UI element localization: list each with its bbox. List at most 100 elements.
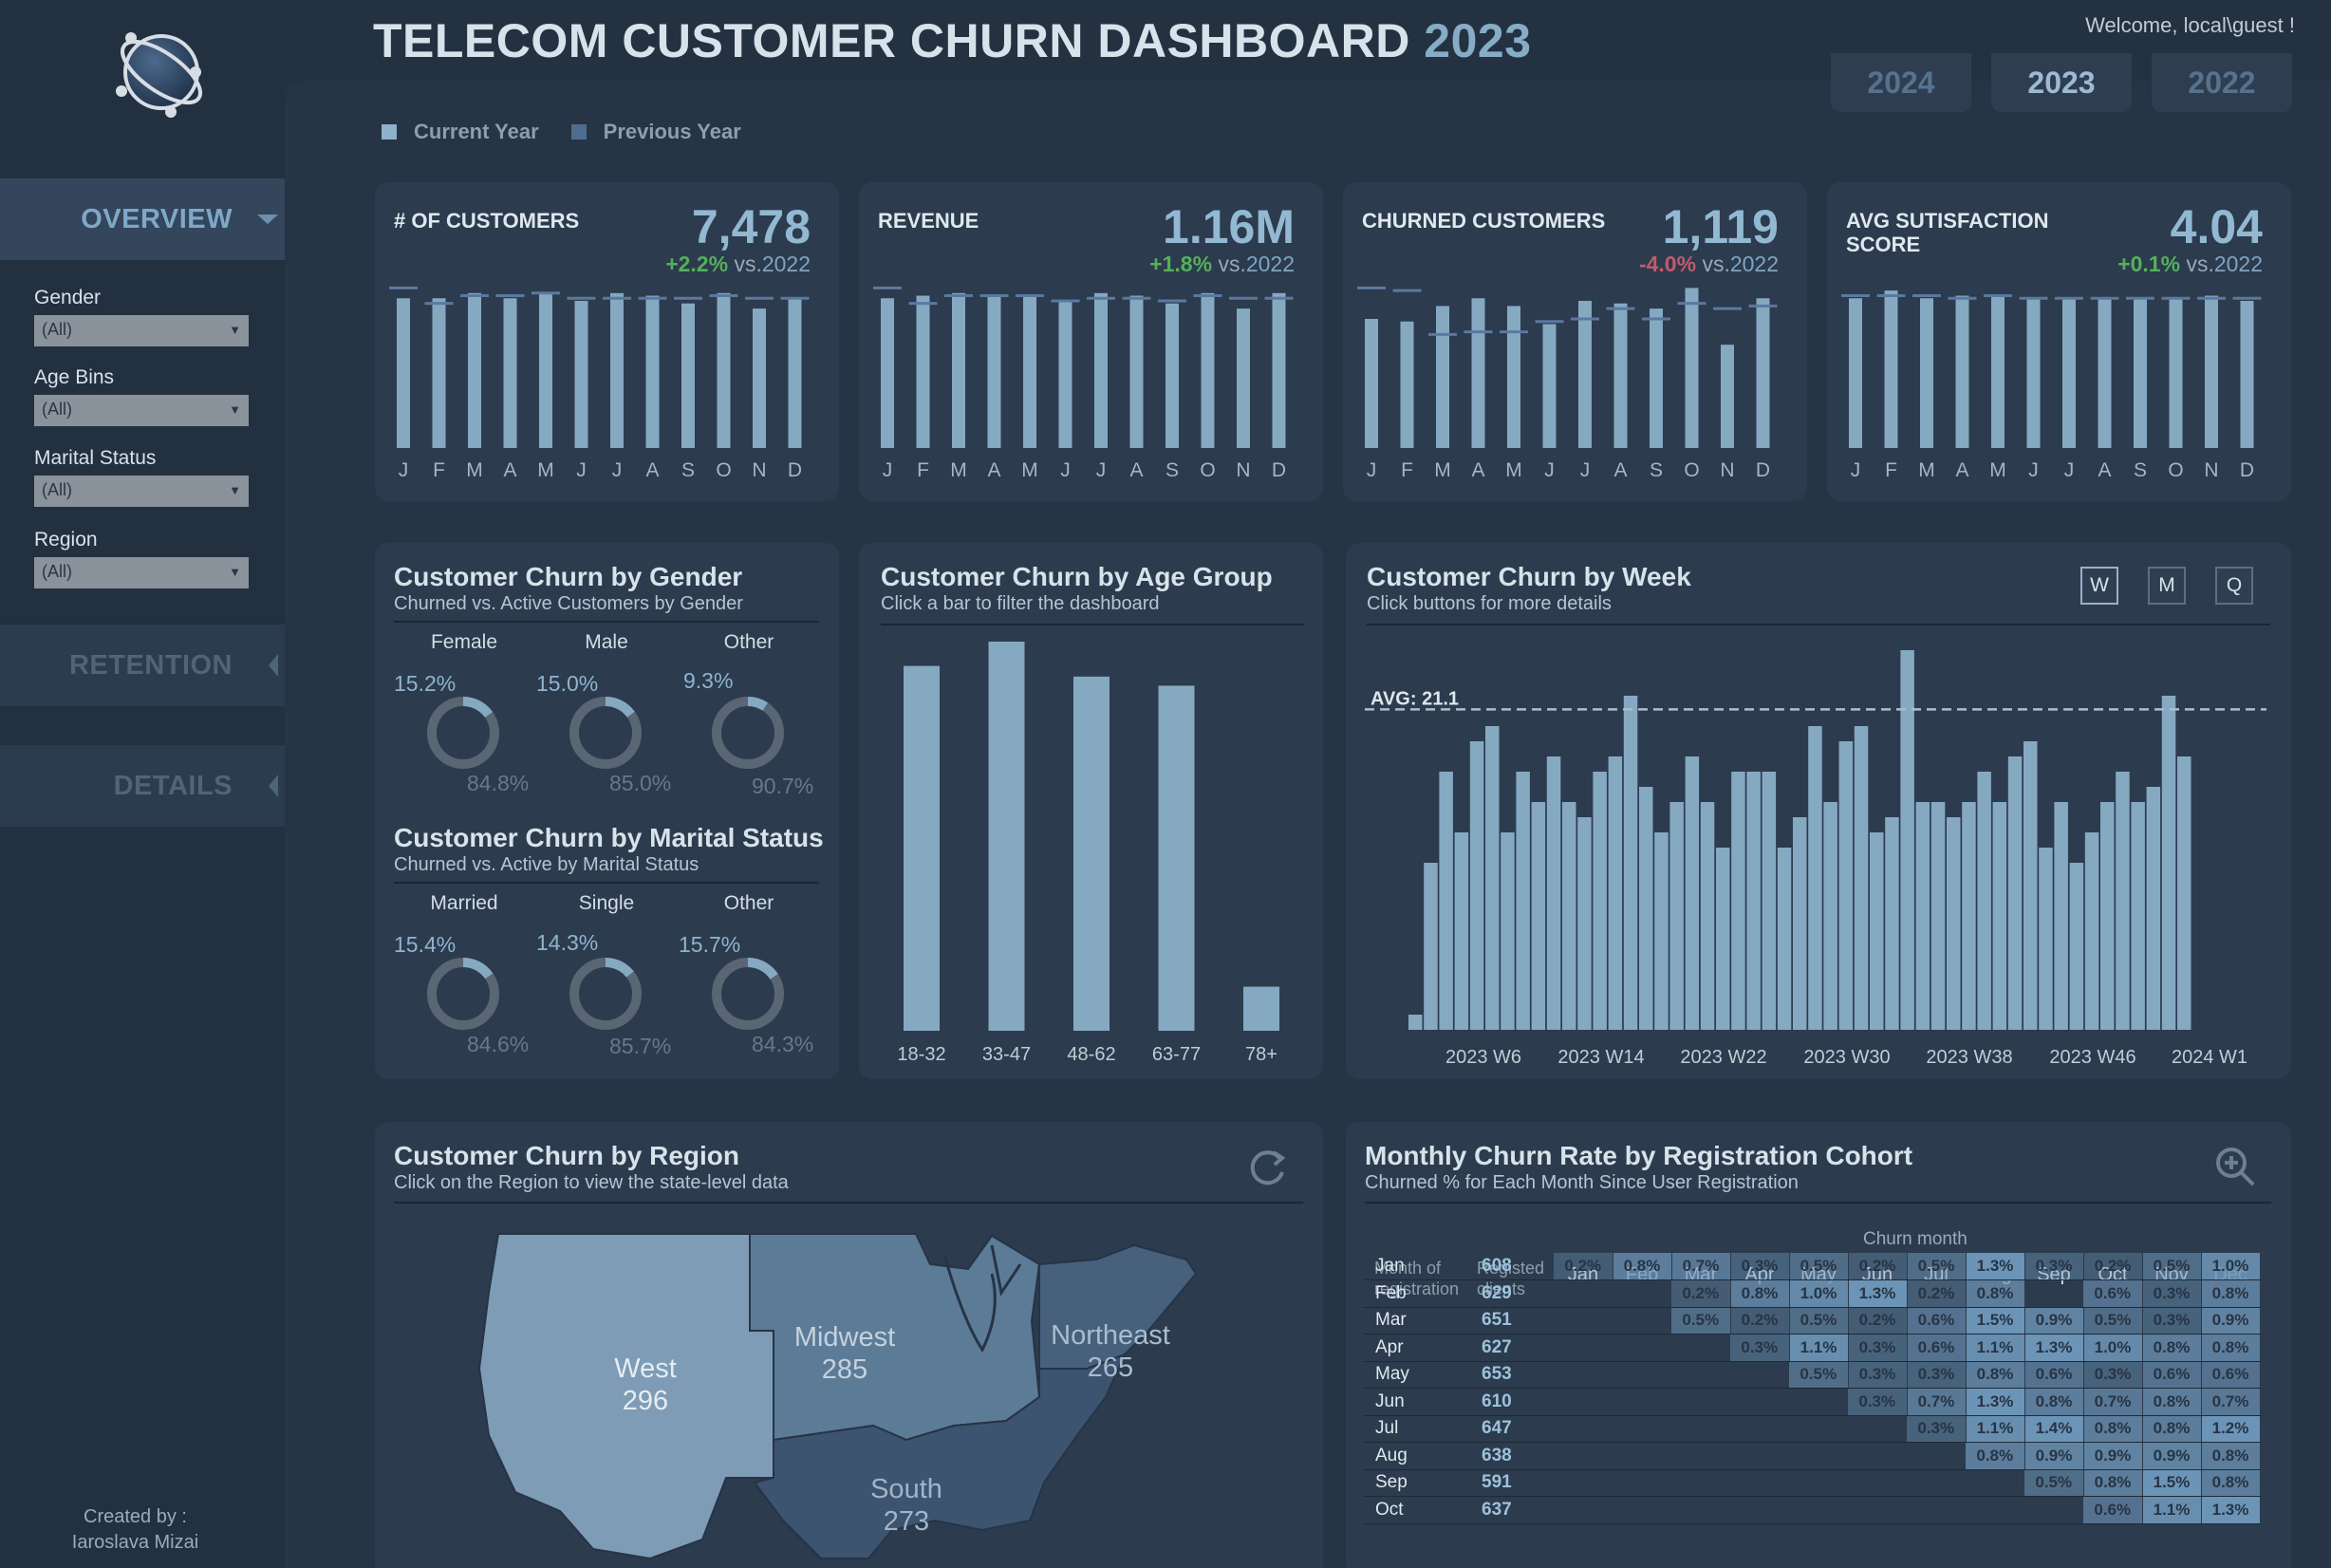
week-bar[interactable] [1716, 848, 1730, 1030]
week-bar[interactable] [1454, 832, 1469, 1030]
week-bar[interactable] [1808, 726, 1822, 1030]
cohort-cell[interactable] [1613, 1442, 1671, 1470]
week-bar[interactable] [1654, 832, 1669, 1030]
kpi-bar[interactable] [574, 300, 588, 448]
kpi-bar[interactable] [2062, 298, 2076, 448]
week-bar[interactable] [2131, 802, 2145, 1030]
cohort-cell[interactable] [1554, 1307, 1613, 1335]
cohort-cell[interactable]: 0.7% [1907, 1388, 1967, 1416]
age-bar[interactable] [1243, 986, 1279, 1031]
cohort-cell[interactable]: 0.8% [2024, 1388, 2084, 1416]
donut-churn-arc[interactable] [712, 958, 784, 1030]
cohort-cell[interactable]: 0.6% [2024, 1361, 2084, 1389]
kpi-bar[interactable] [1129, 295, 1144, 448]
cohort-cell[interactable]: 0.2% [1730, 1307, 1790, 1335]
kpi-bar[interactable] [1920, 298, 1933, 448]
kpi-bar[interactable] [1436, 306, 1449, 448]
week-bar[interactable] [1992, 802, 2007, 1030]
week-bar[interactable] [2100, 802, 2115, 1030]
cohort-cell[interactable]: 1.2% [2201, 1415, 2261, 1443]
cohort-cell[interactable]: 0.8% [2083, 1469, 2143, 1497]
cohort-cell[interactable] [2024, 1496, 2083, 1524]
zoom-in-icon[interactable] [2213, 1145, 2257, 1188]
cohort-cell[interactable]: 1.0% [2201, 1253, 2261, 1280]
kpi-bar[interactable] [1613, 303, 1628, 448]
cohort-cell[interactable]: 0.5% [1907, 1253, 1967, 1280]
kpi-bar[interactable] [2169, 298, 2183, 448]
weekly-churn-bar-chart[interactable]: AVG: 21.1 2023 W6 2023 W14 2023 W22 2023 W30… [1346, 543, 2291, 1079]
us-region-map[interactable] [375, 1207, 1323, 1568]
cohort-cell[interactable]: 1.1% [2142, 1496, 2202, 1524]
donut-churn-arc[interactable] [569, 958, 642, 1030]
cohort-cell[interactable]: 1.1% [1966, 1415, 2025, 1443]
cohort-cell[interactable]: 0.6% [1907, 1334, 1967, 1362]
kpi-bar[interactable] [468, 292, 481, 448]
kpi-bar[interactable] [503, 298, 517, 448]
gender-filter-select[interactable]: (All) ▼ [34, 315, 249, 346]
kpi-bar[interactable] [1201, 292, 1215, 448]
week-bar[interactable] [1885, 817, 1899, 1030]
cohort-cell[interactable]: 0.3% [2024, 1253, 2084, 1280]
cohort-cell[interactable]: 0.5% [1789, 1307, 1849, 1335]
cohort-cell[interactable]: 0.3% [2083, 1361, 2143, 1389]
donut-churn-arc[interactable] [569, 697, 642, 769]
week-bar[interactable] [1424, 863, 1438, 1030]
cohort-cell[interactable]: 0.8% [2142, 1388, 2202, 1416]
week-bar[interactable] [1793, 817, 1807, 1030]
cohort-cell[interactable] [1671, 1388, 1730, 1416]
kpi-bar[interactable] [881, 298, 894, 448]
age-bins-filter-select[interactable]: (All) ▼ [34, 395, 249, 426]
week-bar[interactable] [1685, 756, 1700, 1030]
kpi-bar[interactable] [952, 292, 965, 448]
cohort-cell[interactable]: 1.5% [2142, 1469, 2202, 1497]
cohort-cell[interactable]: 0.8% [2201, 1334, 2261, 1362]
cohort-cell[interactable] [1554, 1334, 1613, 1362]
cohort-cell[interactable]: 0.3% [1848, 1361, 1908, 1389]
cohort-cell[interactable]: 0.5% [1789, 1253, 1849, 1280]
cohort-cell[interactable]: 0.2% [1907, 1279, 1967, 1308]
week-bar[interactable] [1546, 756, 1561, 1030]
cohort-cell[interactable]: 0.3% [1730, 1334, 1790, 1362]
gender-donut-charts[interactable] [375, 543, 839, 1079]
kpi-bar[interactable] [987, 295, 1001, 448]
cohort-cell[interactable]: 0.8% [2201, 1469, 2261, 1497]
cohort-cell[interactable]: 0.9% [2024, 1442, 2084, 1470]
cohort-cell[interactable]: 0.6% [2201, 1361, 2261, 1389]
donut-churn-arc[interactable] [427, 697, 499, 769]
week-bar[interactable] [1838, 741, 1854, 1030]
cohort-cell[interactable]: 1.1% [1789, 1334, 1849, 1362]
week-bar[interactable] [1669, 802, 1684, 1030]
cohort-cell[interactable]: 0.8% [1966, 1442, 2025, 1470]
cohort-cell[interactable]: 0.3% [2142, 1279, 2202, 1308]
cohort-cell[interactable] [1613, 1334, 1671, 1362]
cohort-cell[interactable]: 0.8% [2083, 1415, 2143, 1443]
week-bar[interactable] [1608, 756, 1623, 1030]
cohort-cell[interactable]: 0.5% [1671, 1307, 1731, 1335]
week-bar[interactable] [1439, 772, 1453, 1030]
cohort-cell[interactable] [1554, 1442, 1613, 1470]
cohort-cell[interactable] [1671, 1361, 1730, 1389]
cohort-cell[interactable]: 0.8% [1613, 1253, 1672, 1280]
cohort-cell[interactable] [1848, 1469, 1907, 1497]
cohort-cell[interactable] [1848, 1415, 1907, 1443]
cohort-cell[interactable] [1613, 1415, 1671, 1443]
cohort-cell[interactable]: 1.3% [1966, 1388, 2025, 1416]
cohort-cell[interactable]: 1.5% [1966, 1307, 2025, 1335]
cohort-cell[interactable]: 0.2% [1848, 1307, 1908, 1335]
year-tab-2024[interactable]: 2024 [1831, 53, 1971, 112]
cohort-cell[interactable] [1671, 1496, 1730, 1524]
cohort-cell[interactable]: 0.2% [1848, 1253, 1908, 1280]
cohort-cell[interactable]: 0.6% [1907, 1307, 1967, 1335]
cohort-cell[interactable]: 0.9% [2201, 1307, 2261, 1335]
cohort-cell[interactable]: 0.3% [1907, 1361, 1967, 1389]
cohort-cell[interactable] [1554, 1361, 1613, 1389]
cohort-cell[interactable] [1848, 1496, 1907, 1524]
kpi-bar[interactable] [1023, 295, 1036, 448]
kpi-bar[interactable] [1991, 295, 2005, 448]
kpi-bar[interactable] [1685, 288, 1699, 448]
cohort-cell[interactable] [1613, 1361, 1671, 1389]
cohort-cell[interactable] [1966, 1496, 2024, 1524]
cohort-cell[interactable]: 0.8% [1730, 1279, 1790, 1308]
kpi-bar[interactable] [1884, 290, 1898, 448]
